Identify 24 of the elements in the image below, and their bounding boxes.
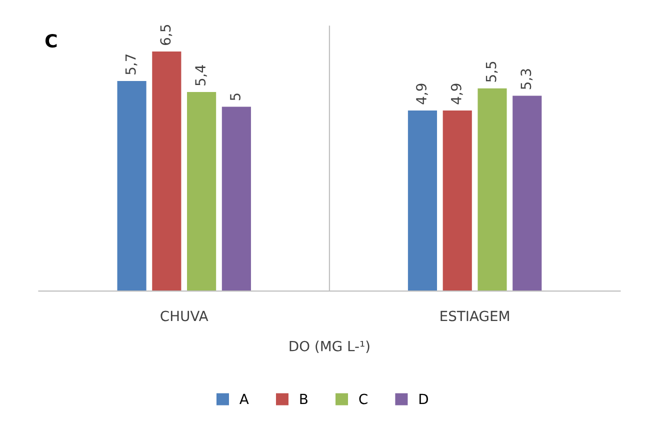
bar <box>442 110 472 292</box>
data-label: 6,5 <box>160 25 172 45</box>
bar <box>478 88 507 292</box>
bar <box>152 51 182 292</box>
data-label: 4,9 <box>450 84 463 104</box>
bar <box>222 106 251 292</box>
bar <box>512 96 542 292</box>
data-label: 5 <box>230 94 240 100</box>
data-label: 5,4 <box>195 65 207 86</box>
annotation: C <box>45 34 57 48</box>
bar <box>117 80 146 292</box>
data-label: 5,5 <box>486 62 498 82</box>
legend-label: A <box>240 394 249 404</box>
bar <box>187 92 216 292</box>
legend-label: B <box>300 394 308 404</box>
data-label: 5,7 <box>125 54 138 74</box>
bar <box>408 110 438 292</box>
data-label: 4,9 <box>416 84 428 104</box>
x-axis-title: DO (MG L-¹) <box>290 340 370 353</box>
x-tick-label: ESTIAGEM <box>440 310 509 322</box>
x-tick-label: CHUVA <box>160 310 208 322</box>
legend-label: C <box>359 394 368 404</box>
data-label: 5,3 <box>520 69 533 90</box>
legend-label: D <box>419 394 428 404</box>
